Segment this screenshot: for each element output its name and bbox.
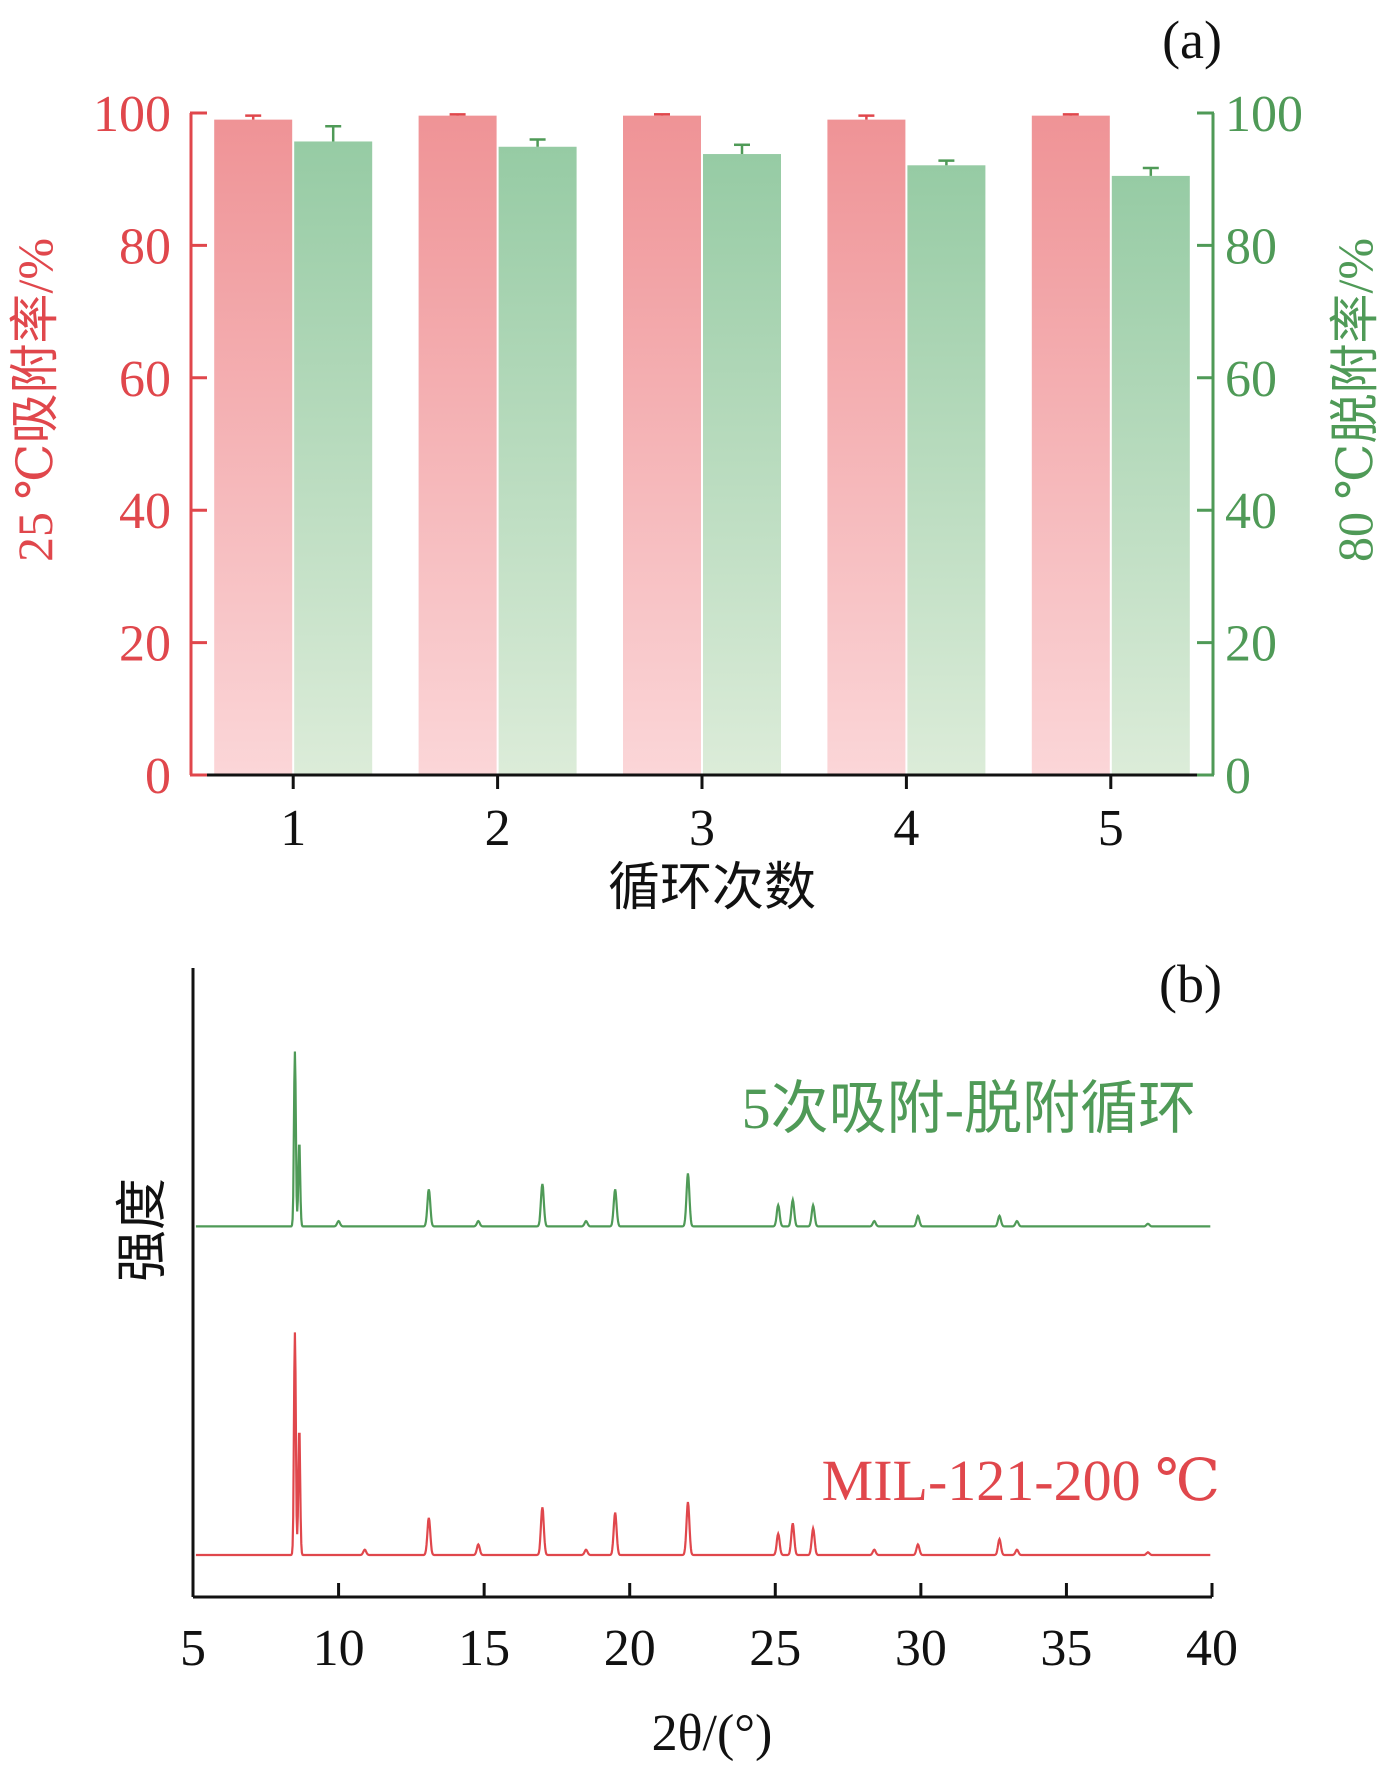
panel-label-b: (b) xyxy=(1159,954,1222,1014)
series-label-cycled: 5次吸附-脱附循环 xyxy=(742,1076,1196,1141)
bar-desorption xyxy=(703,154,781,775)
bar-adsorption xyxy=(827,119,906,776)
series-label-pristine: MIL-121-200 ℃ xyxy=(822,1448,1220,1513)
bar-desorption xyxy=(1111,175,1190,775)
x-axis-label-a: 循环次数 xyxy=(608,860,816,917)
y-right-tick-label: 100 xyxy=(1225,86,1303,143)
x-tick-label-b: 20 xyxy=(604,1620,656,1677)
x-axis-label-b: 2θ/(°) xyxy=(652,1705,773,1762)
x-tick-label-b: 10 xyxy=(313,1620,365,1677)
bar-adsorption xyxy=(1031,115,1110,775)
y-right-tick-label: 0 xyxy=(1225,748,1251,805)
y-axis-right-label: 80 ℃脱附率/% xyxy=(1327,238,1383,562)
y-right-tick-label: 80 xyxy=(1225,218,1277,275)
bar-chart-panel: (a) 1 2 3 4 5 0 0 20 20 40 40 60 60 80 80 100 100 25 ℃吸附… xyxy=(7,10,1383,917)
xrd-line-cycled xyxy=(195,1051,1211,1228)
x-tick-label: 4 xyxy=(893,800,919,857)
xrd-series-group xyxy=(195,1051,1211,1557)
y-right-tick-label: 40 xyxy=(1225,483,1277,540)
bar-adsorption xyxy=(623,115,701,775)
y-left-tick-label: 0 xyxy=(145,748,171,805)
y-left-tick-label: 80 xyxy=(119,218,171,275)
x-tick-label: 2 xyxy=(485,800,511,857)
y-right-tick-label: 60 xyxy=(1225,351,1277,408)
xrd-line-pristine xyxy=(195,1332,1211,1557)
x-tick-label: 1 xyxy=(280,800,306,857)
bar-adsorption xyxy=(214,119,293,776)
x-tick-label-b: 15 xyxy=(458,1620,510,1677)
bar-desorption xyxy=(907,165,986,776)
x-tick-label-b: 25 xyxy=(749,1620,801,1677)
y-right-tick-label: 20 xyxy=(1225,616,1277,673)
bar-series-group xyxy=(214,113,1190,776)
xrd-chart-axes: 5 10 15 20 25 30 35 40 xyxy=(180,968,1238,1677)
xrd-chart-panel: (b) 5 10 15 20 25 30 35 40 5次吸附-脱附循环 MIL-121-20… xyxy=(115,954,1238,1762)
y-left-tick-label: 60 xyxy=(119,351,171,408)
y-axis-label-b: 强度 xyxy=(115,1178,172,1282)
y-left-tick-label: 100 xyxy=(93,86,171,143)
y-left-tick-label: 40 xyxy=(119,483,171,540)
x-tick-label: 3 xyxy=(689,800,715,857)
x-tick-label-b: 30 xyxy=(895,1620,947,1677)
panel-label-a: (a) xyxy=(1162,10,1222,70)
y-left-tick-label: 20 xyxy=(119,616,171,673)
x-tick-label-b: 35 xyxy=(1040,1620,1092,1677)
y-axis-left-label: 25 ℃吸附率/% xyxy=(7,238,63,562)
bar-desorption xyxy=(294,141,373,775)
x-tick-label: 5 xyxy=(1098,800,1124,857)
bar-chart-axes: 1 2 3 4 5 0 0 20 20 40 40 60 60 80 80 100 100 xyxy=(93,86,1303,857)
x-tick-label-b: 40 xyxy=(1186,1620,1238,1677)
x-tick-label-b: 5 xyxy=(180,1620,206,1677)
bar-adsorption xyxy=(418,115,497,775)
bar-desorption xyxy=(498,146,577,776)
